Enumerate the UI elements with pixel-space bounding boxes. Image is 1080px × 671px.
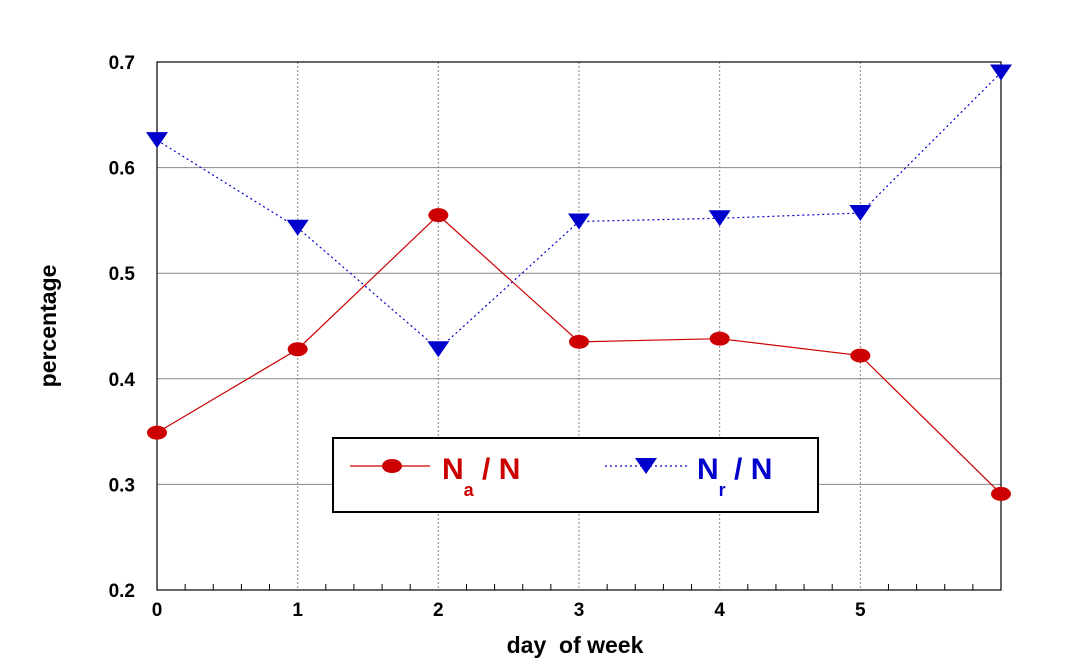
x-tick-label: 4 <box>714 600 725 621</box>
x-axis-ticks: 0 1 2 3 4 5 <box>152 600 866 621</box>
data-point <box>147 425 167 440</box>
legend-label-sub: a <box>464 480 475 500</box>
data-point <box>569 334 589 349</box>
y-tick-label: 0.6 <box>109 159 135 180</box>
data-point <box>428 208 449 223</box>
data-point <box>286 219 309 236</box>
data-point <box>568 213 590 230</box>
y-tick-label: 0.3 <box>109 475 135 496</box>
series-nr <box>146 64 1012 358</box>
legend-box <box>332 437 819 513</box>
data-point <box>849 205 872 222</box>
legend-marker <box>635 458 657 474</box>
data-point <box>146 132 168 149</box>
data-point <box>708 210 731 227</box>
legend-label: Na / N <box>442 453 520 500</box>
x-tick-label: 2 <box>433 600 444 621</box>
x-tick-label: 5 <box>855 600 866 621</box>
plot-area-frame <box>156 61 1002 591</box>
series-na <box>147 208 1011 501</box>
legend: Na / N Nr / N <box>332 437 819 513</box>
y-tick-label: 0.2 <box>109 581 135 602</box>
legend-label-tail: / N <box>726 453 773 486</box>
x-tick-label: 0 <box>152 600 163 621</box>
y-tick-label: 0.4 <box>109 370 136 391</box>
x-tick-label: 1 <box>292 600 303 621</box>
series-layer <box>146 64 1012 501</box>
data-point <box>427 341 450 358</box>
data-point <box>850 348 871 363</box>
y-tick-label: 0.7 <box>109 53 135 74</box>
y-axis-ticks: 0.2 0.3 0.4 0.5 0.6 0.7 <box>109 53 136 602</box>
x-axis-label: day of week <box>507 632 644 658</box>
data-point <box>287 342 308 357</box>
minor-ticks <box>184 584 974 590</box>
y-tick-label: 0.5 <box>109 264 136 285</box>
legend-label-sub: r <box>719 480 726 500</box>
y-axis-label: percentage <box>35 265 61 388</box>
legend-label-main: N <box>697 453 719 486</box>
legend-label-main: N <box>442 453 464 486</box>
legend-marker <box>382 459 402 473</box>
data-point <box>991 486 1011 501</box>
legend-label: Nr / N <box>697 453 772 500</box>
x-tick-label: 3 <box>574 600 585 621</box>
data-point <box>709 331 730 346</box>
data-point <box>990 64 1012 81</box>
legend-label-tail: / N <box>474 453 521 486</box>
